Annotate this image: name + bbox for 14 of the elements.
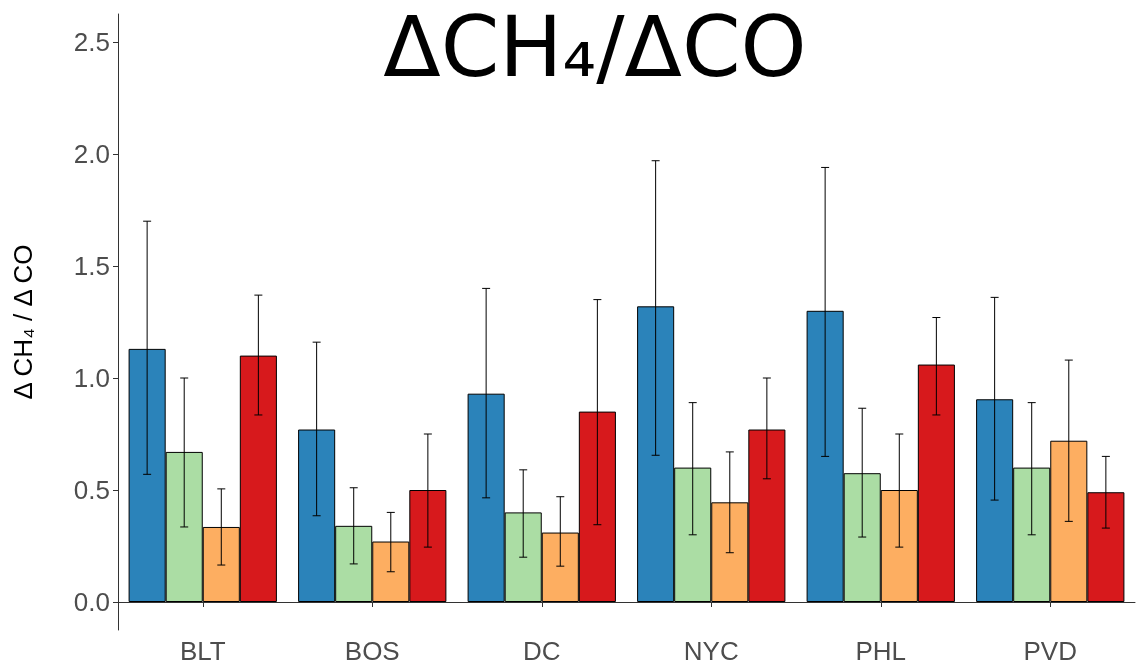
y-axis-title: Δ CH₄ / Δ CO [8,244,38,400]
chart-title: ΔCH₄/ΔCO [383,0,807,96]
x-tick-label: PHL [855,636,907,666]
x-tick-label: BLT [179,636,226,666]
y-tick-label: 2.0 [73,139,110,169]
y-tick-label: 2.5 [73,27,110,57]
y-tick-label: 1.5 [73,251,110,281]
y-tick-label: 0.0 [73,587,110,617]
x-tick-label: PVD [1023,636,1077,666]
x-tick-label: BOS [344,636,400,666]
x-tick-label: DC [522,636,561,666]
x-tick-label: NYC [683,636,739,666]
y-tick-label: 1.0 [73,363,110,393]
y-tick-label: 0.5 [73,475,110,505]
